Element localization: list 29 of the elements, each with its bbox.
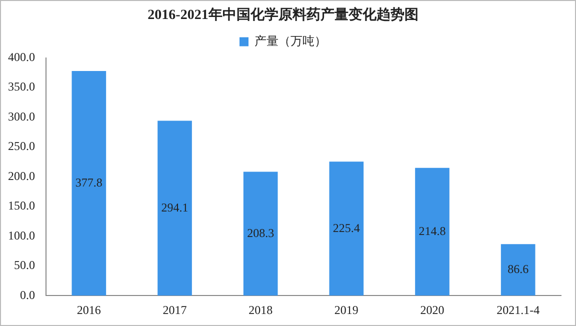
legend-label: 产量（万吨） — [254, 34, 326, 48]
data-label: 208.3 — [247, 226, 274, 240]
bar — [158, 120, 192, 296]
y-tick-label: 0.0 — [20, 288, 35, 302]
x-tick-label: 2021.1-4 — [496, 302, 540, 317]
data-label: 377.8 — [75, 175, 102, 190]
bar — [243, 172, 278, 296]
data-label: 86.6 — [508, 262, 529, 276]
y-tick-label: 400.0 — [8, 50, 35, 64]
x-tick-label: 2017 — [162, 302, 187, 317]
bar — [72, 71, 106, 296]
y-tick-label: 300.0 — [8, 109, 35, 124]
y-tick-label: 150.0 — [8, 198, 35, 213]
x-tick-label: 2018 — [248, 302, 273, 317]
x-tick-label: 2016 — [76, 302, 101, 317]
y-tick-label: 350.0 — [8, 80, 35, 94]
data-label: 214.8 — [418, 224, 446, 238]
y-tick-label: 200.0 — [8, 168, 35, 183]
x-tick-label: 2020 — [420, 302, 444, 317]
bar — [415, 168, 450, 296]
data-label: 225.4 — [332, 220, 360, 235]
x-tick-label: 2019 — [334, 302, 358, 317]
y-tick-label: 100.0 — [8, 228, 35, 242]
y-tick-label: 50.0 — [14, 258, 35, 272]
bar — [329, 162, 364, 296]
data-label: 294.1 — [161, 200, 188, 214]
y-tick-label: 250.0 — [8, 139, 35, 154]
bar — [500, 244, 536, 296]
chart-title: 2016-2021年中国化学原料药产量变化趋势图 — [148, 6, 418, 24]
